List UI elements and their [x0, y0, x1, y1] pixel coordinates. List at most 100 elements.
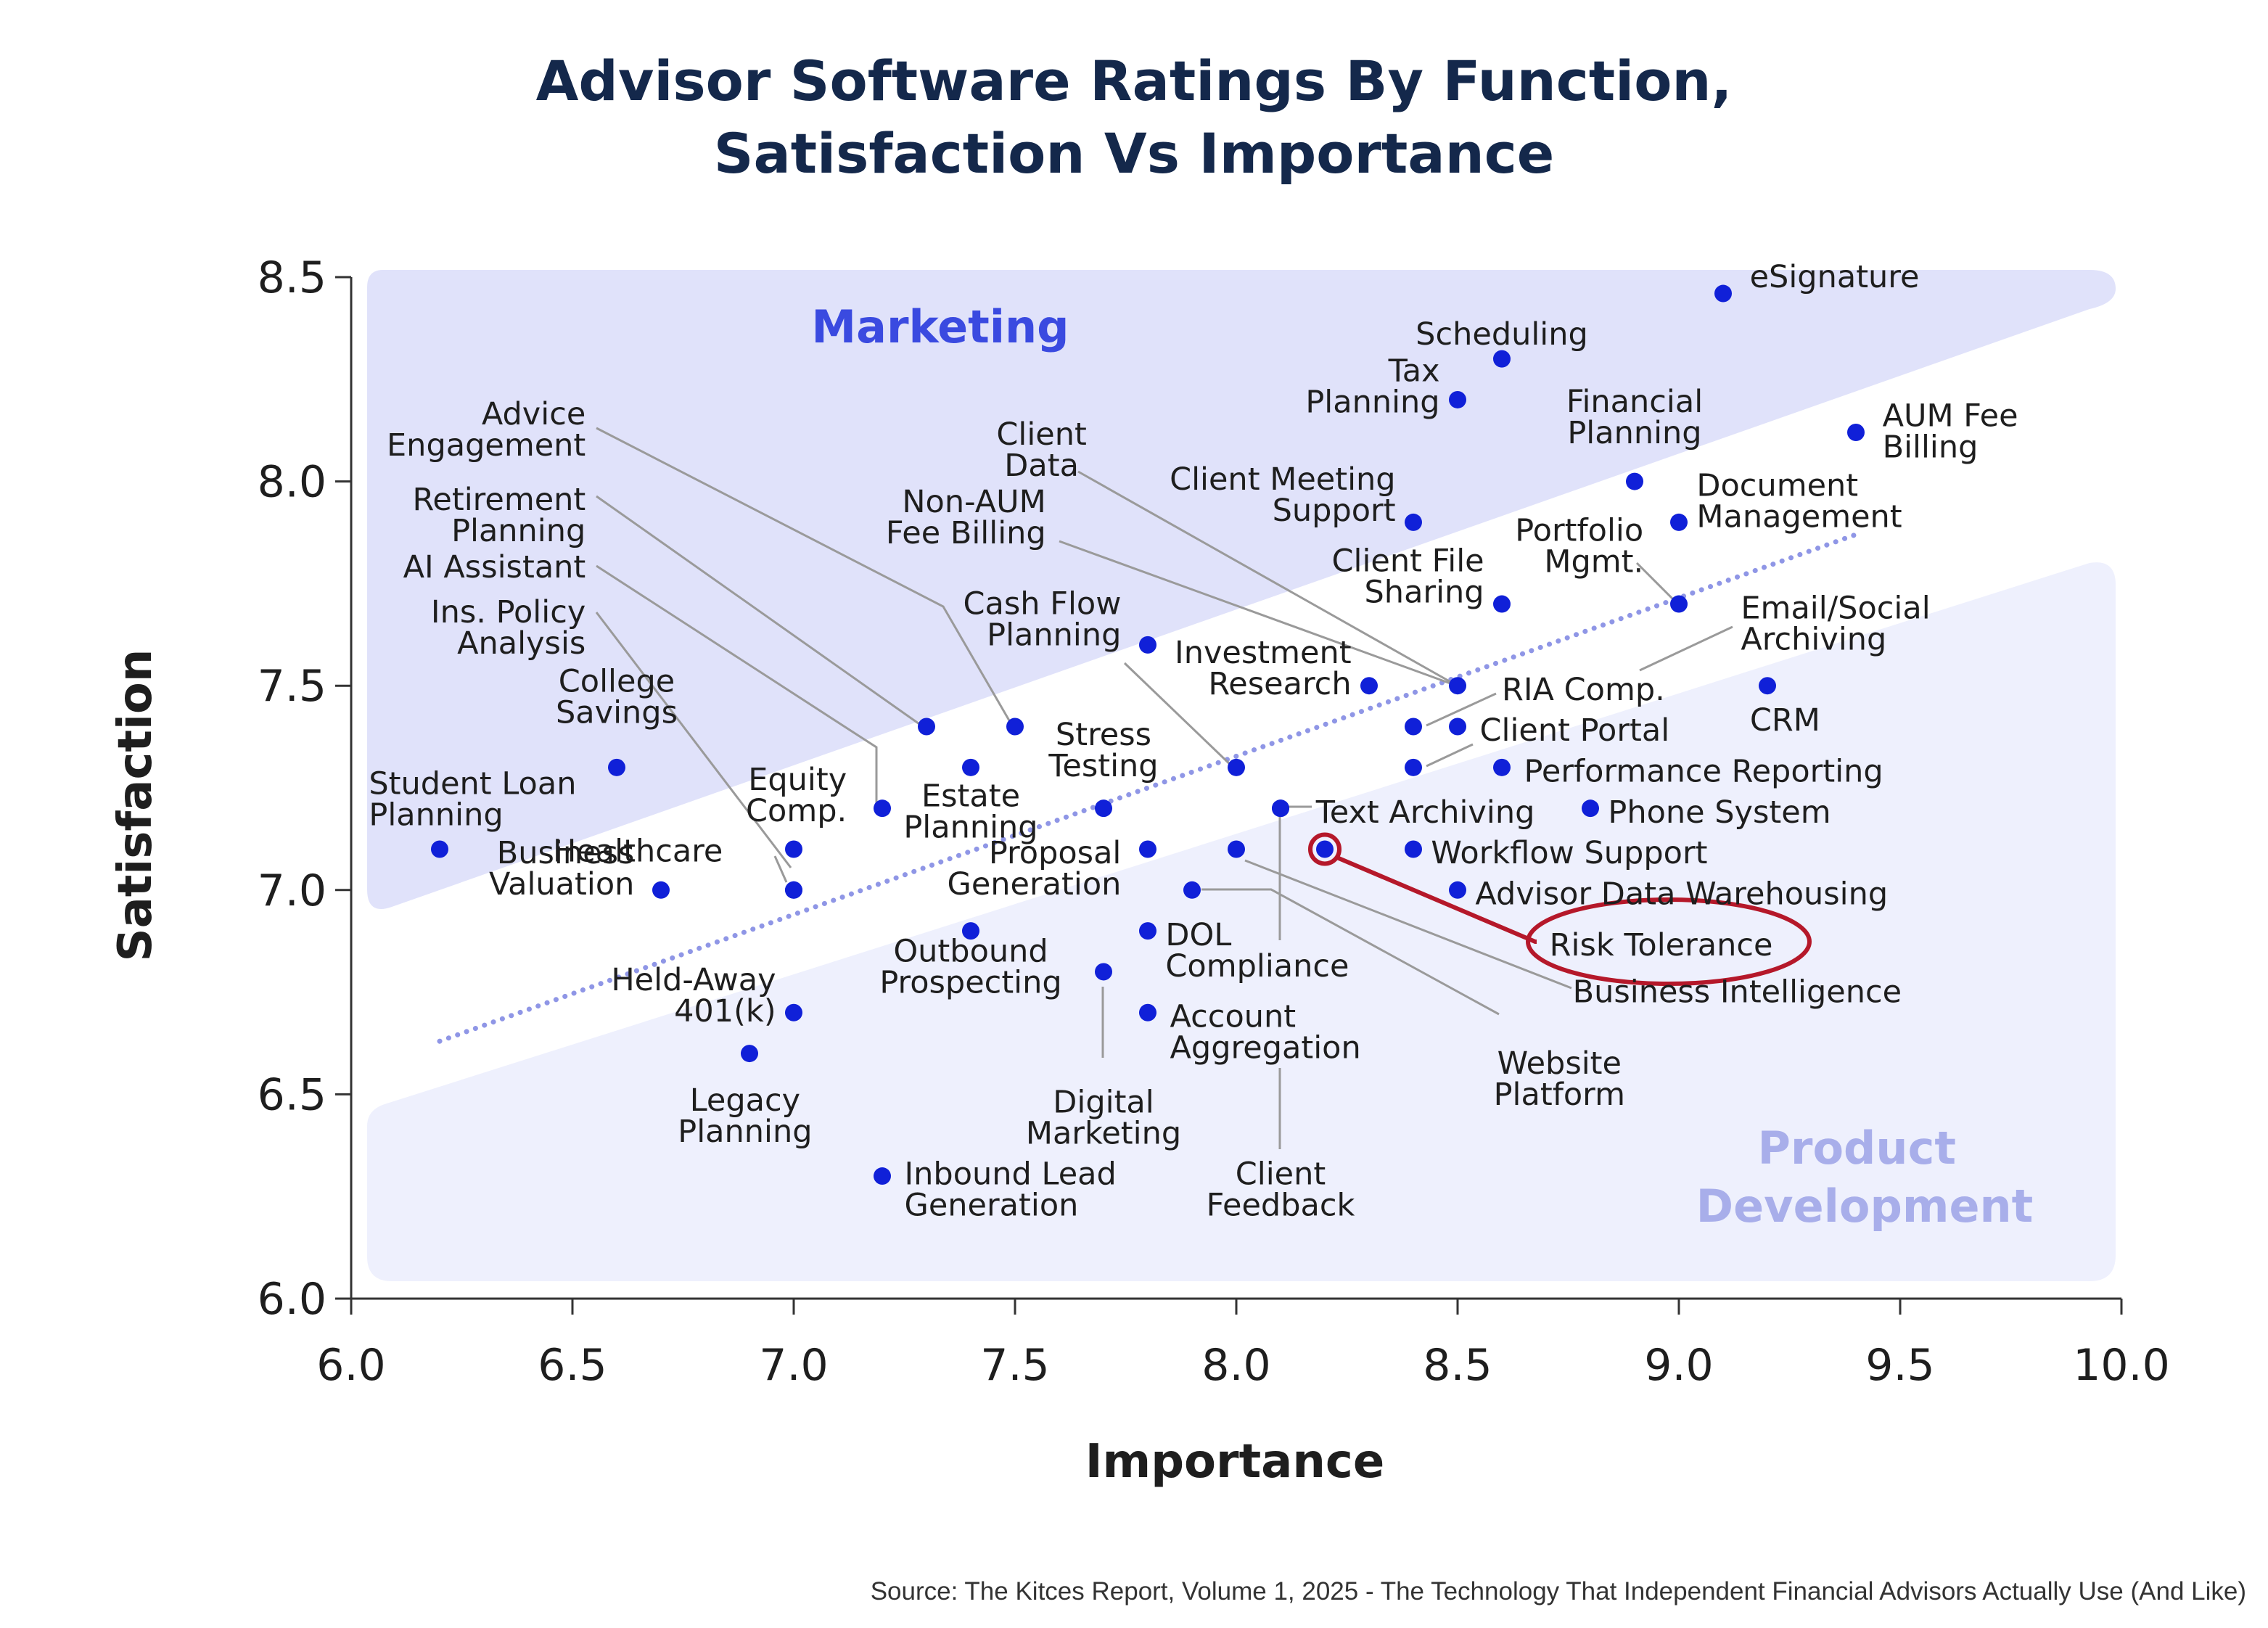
label-line: Risk Tolerance [1550, 927, 1773, 963]
label-line: Research [1208, 666, 1351, 702]
label-line: Mgmt. [1544, 543, 1643, 580]
label-line: Investment [1175, 635, 1352, 671]
label-line: CRM [1750, 702, 1820, 739]
region-labels: Marketing Product Development [811, 300, 2033, 1233]
label-line: Generation [948, 866, 1122, 903]
point-investment-research [1360, 677, 1378, 695]
label-digital-marketing: Digital Marketing [1026, 1085, 1181, 1152]
point-ria-comp [1405, 718, 1422, 736]
marketing-region [367, 270, 2116, 909]
label-line: Billing [1883, 429, 1979, 466]
x-tick-label-0: 6.0 [316, 1340, 385, 1391]
point-phone-system [1582, 799, 1599, 818]
label-line: Planning [1305, 385, 1439, 421]
point-performance-reporting [1493, 758, 1511, 776]
chart-title: Advisor Software Ratings By Function, Sa… [0, 45, 2268, 190]
point-business-intelligence [1228, 840, 1245, 858]
point-retirement-planning [918, 718, 935, 736]
label-line: Outbound [893, 933, 1048, 969]
label-client-feedback: Client Feedback [1207, 1156, 1355, 1223]
marketing-label: Marketing [811, 300, 1069, 353]
label-line: Performance Reporting [1524, 754, 1883, 790]
label-phone-system: Phone System [1608, 794, 1831, 831]
leader-advice-engagement [596, 427, 1014, 726]
label-healthcare: Healthcare [553, 833, 723, 869]
label-line: Archiving [1741, 621, 1886, 657]
label-line: DOL [1165, 917, 1231, 953]
point-website-platform [1183, 881, 1201, 899]
chart-title-line-2: Satisfaction Vs Importance [713, 121, 1555, 186]
label-aum-fee-billing: AUM Fee Billing [1883, 398, 2018, 466]
point-portfolio-mgmt [1670, 595, 1688, 613]
label-line: Client Portal [1480, 712, 1670, 749]
leader-ria-comp [1426, 692, 1497, 727]
label-line: Valuation [489, 866, 634, 903]
point-outbound-prospecting [962, 922, 979, 940]
product-development-label-line-1: Product [1757, 1122, 1956, 1175]
leader-cash-flow-planning [1123, 662, 1235, 769]
leader-retirement-planning [596, 495, 922, 727]
label-stress-testing: Stress Testing [1048, 717, 1158, 784]
label-client-portal: Client Portal [1480, 712, 1670, 749]
point-client-meeting-support [1405, 513, 1422, 531]
label-line: Held-Away [611, 962, 776, 998]
leader-portfolio-mgmt [1635, 562, 1677, 604]
label-scheduling: Scheduling [1416, 316, 1588, 353]
label-ins-policy-analysis: Ins. Policy Analysis [431, 594, 586, 662]
label-line: 401(k) [674, 993, 776, 1029]
trendline-dotted [437, 532, 1859, 1044]
label-line: Planning [903, 809, 1038, 845]
point-tax-planning [1449, 390, 1466, 408]
point-risk-tolerance [1316, 840, 1334, 858]
label-client-meeting-support: Client Meeting Support [1170, 461, 1396, 529]
label-line: AI Assistant [403, 549, 586, 585]
label-line: Support [1273, 493, 1396, 529]
point-legacy-planning [741, 1045, 758, 1063]
label-website-platform: Website Platform [1494, 1045, 1625, 1113]
label-line: Client [1236, 1156, 1326, 1192]
product-development-label: Product Development [1696, 1122, 2034, 1233]
point-proposal-generation [1139, 840, 1156, 858]
label-line: Marketing [1026, 1116, 1181, 1152]
label-line: Advice [482, 396, 586, 432]
trendline [437, 532, 1859, 1044]
label-line: Workflow Support [1431, 835, 1707, 871]
label-line: Proposal [989, 835, 1122, 871]
label-line: Equity [748, 762, 847, 798]
point-crm [1759, 677, 1776, 695]
point-equity-comp [785, 840, 802, 858]
point-cash-flow-planning [1139, 636, 1156, 654]
leader-email-social-archiving [1639, 625, 1733, 672]
label-workflow-support: Workflow Support [1431, 835, 1707, 871]
label-esignature: eSignature [1750, 259, 1920, 295]
label-held-away-401-k: Held-Away 401(k) [611, 962, 776, 1029]
leader-client-data [1077, 470, 1459, 688]
point-client-feedback [1272, 799, 1289, 818]
label-line: Compliance [1165, 948, 1349, 984]
label-line: Planning [451, 513, 586, 549]
label-crm: CRM [1750, 702, 1820, 739]
label-line: Analysis [457, 625, 586, 662]
label-line: Non-AUM [902, 484, 1045, 520]
label-outbound-prospecting: Outbound Prospecting [879, 933, 1061, 1000]
label-non-aum-fee-billing: Non-AUM Fee Billing [886, 484, 1046, 551]
label-line: Aggregation [1170, 1029, 1361, 1066]
label-line: Sharing [1365, 575, 1484, 611]
label-line: Planning [987, 617, 1121, 654]
point-scheduling [1493, 350, 1511, 368]
label-line: Ins. Policy [431, 594, 586, 630]
risk-tolerance-ellipse [1526, 897, 1812, 986]
label-line: Testing [1048, 748, 1158, 784]
point-non-aum-fee-billing [1228, 758, 1245, 776]
label-line: Healthcare [553, 833, 723, 869]
point-client-data [1405, 758, 1422, 776]
label-line: Legacy [690, 1082, 800, 1119]
source-note: Source: The Kitces Report, Volume 1, 202… [870, 1577, 2246, 1606]
leader-ins-policy-analysis [595, 612, 792, 868]
label-tax-planning: Tax Planning [1305, 353, 1439, 421]
label-line: Generation [905, 1187, 1079, 1223]
label-client-file-sharing: Client File Sharing [1331, 543, 1484, 611]
label-line: Portfolio [1515, 512, 1643, 548]
label-client-data: Client Data [996, 416, 1087, 484]
